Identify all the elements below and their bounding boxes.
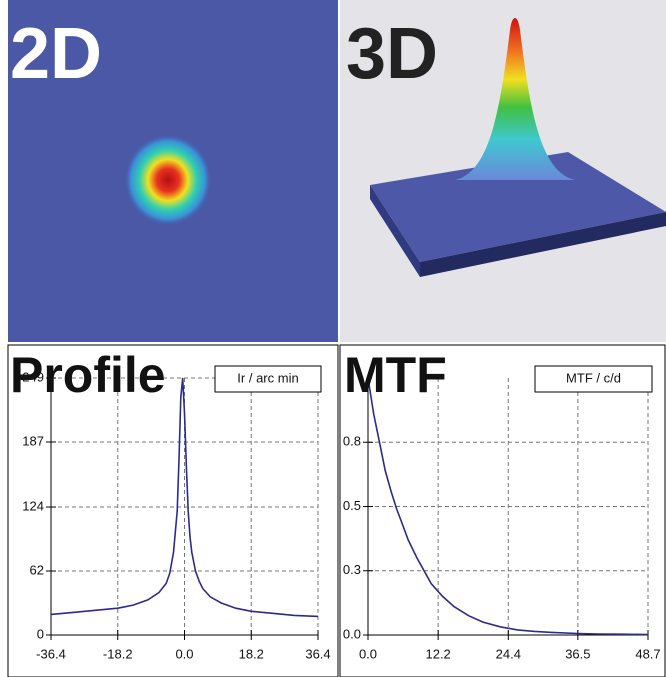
legend-label: Ir / arc min (237, 370, 298, 385)
chart-title: Profile (10, 347, 166, 403)
y-tick-label: 62 (30, 562, 44, 577)
x-tick-label: 36.5 (565, 646, 590, 661)
heatmap-spot (124, 134, 212, 226)
y-tick-label: 0 (37, 626, 44, 641)
x-tick-label: 0.0 (175, 646, 193, 661)
y-tick-label: 124 (22, 498, 44, 513)
x-tick-label: 48.7 (635, 646, 660, 661)
x-tick-label: 36.4 (305, 646, 330, 661)
x-tick-label: -36.4 (36, 646, 66, 661)
x-tick-label: -18.2 (103, 646, 133, 661)
x-tick-label: 18.2 (239, 646, 264, 661)
chart-title: MTF (344, 347, 447, 403)
y-tick-label: 187 (22, 433, 44, 448)
x-tick-label: 0.0 (359, 646, 377, 661)
y-tick-label: 0.3 (343, 562, 361, 577)
figure: 2D 3D 062124187249-36.4-18.20.018.236.4I… (0, 0, 666, 677)
legend-label: MTF / c/d (566, 370, 621, 385)
x-tick-label: 12.2 (425, 646, 450, 661)
x-tick-label: 24.4 (496, 646, 521, 661)
y-tick-label: 0.8 (343, 434, 361, 449)
y-tick-label: 0.0 (343, 626, 361, 641)
heatmap-label: 2D (10, 14, 102, 94)
surface-label: 3D (346, 14, 438, 94)
y-tick-label: 0.5 (343, 498, 361, 513)
